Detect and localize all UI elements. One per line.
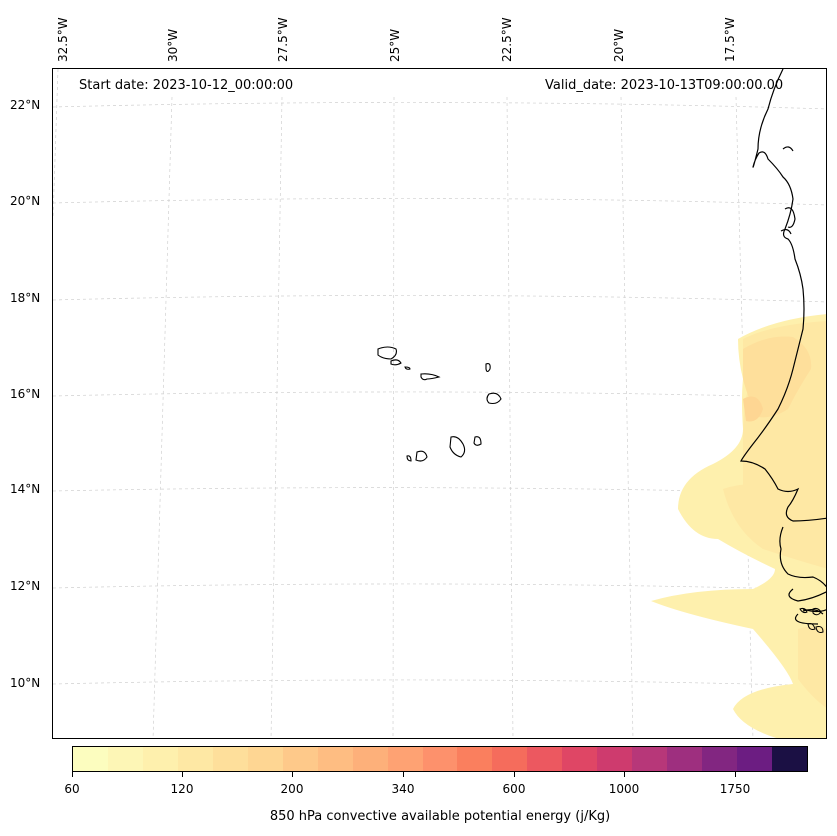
colorbar-segment xyxy=(632,747,668,771)
cape-level-4 xyxy=(743,396,763,422)
longitude-label: 20°W xyxy=(612,28,626,62)
latitude-label: 12°N xyxy=(10,579,41,593)
latitude-label: 22°N xyxy=(10,98,41,112)
longitude-label: 17.5°W xyxy=(723,17,737,62)
colorbar-tick-label: 60 xyxy=(64,782,80,796)
island-sal xyxy=(485,363,491,373)
latitude-label: 10°N xyxy=(10,676,41,690)
coast-detail-1 xyxy=(782,146,794,152)
colorbar-tick-label: 1750 xyxy=(719,782,751,796)
colorbar-segment xyxy=(282,747,318,771)
colorbar-segment xyxy=(772,747,808,771)
colorbar-segment xyxy=(702,747,738,771)
latitude-label: 20°N xyxy=(10,194,41,208)
island-santiago xyxy=(449,436,466,458)
island-maio xyxy=(473,436,482,446)
colorbar-tick-label: 600 xyxy=(502,782,526,796)
colorbar-segment xyxy=(73,747,108,771)
colorbar-segment xyxy=(492,747,528,771)
island-sao-nicolau xyxy=(420,373,441,381)
colorbar-tick xyxy=(292,772,293,777)
graticule xyxy=(53,69,826,738)
colorbar-segment xyxy=(387,747,423,771)
longitude-label: 27.5°W xyxy=(276,17,290,62)
parallel-10n xyxy=(53,679,826,687)
longitude-label: 25°W xyxy=(388,28,402,62)
meridian-17-5w xyxy=(735,96,754,738)
latitude-label: 16°N xyxy=(10,387,41,401)
colorbar-segment xyxy=(177,747,213,771)
latitude-label: 18°N xyxy=(10,291,41,305)
colorbar-segment xyxy=(562,747,598,771)
colorbar-segment xyxy=(457,747,493,771)
parallel-16n xyxy=(53,391,826,399)
colorbar-tick xyxy=(735,772,736,777)
colorbar-segment xyxy=(597,747,633,771)
coast-detail-2 xyxy=(784,207,796,228)
colorbar-tick-label: 340 xyxy=(391,782,415,796)
colorbar-segment xyxy=(317,747,353,771)
colorbar-segment xyxy=(667,747,703,771)
colorbar-tick-label: 120 xyxy=(170,782,194,796)
island-santo-antao xyxy=(377,346,397,360)
island-boa-vista xyxy=(486,392,502,405)
colorbar-segment xyxy=(142,747,178,771)
colorbar-tick-label: 1000 xyxy=(608,782,640,796)
map-canvas xyxy=(53,69,826,738)
colorbar-segment xyxy=(527,747,563,771)
start-date-label: Start date: 2023-10-12_00:00:00 xyxy=(79,78,294,93)
longitude-label: 30°W xyxy=(166,28,180,62)
meridian-27-5w xyxy=(270,96,283,738)
coast-detail-3 xyxy=(780,228,792,235)
colorbar-segment xyxy=(422,747,458,771)
colorbar-tick xyxy=(182,772,183,777)
coastline xyxy=(740,69,826,625)
colorbar-tick-label: 200 xyxy=(280,782,304,796)
cape-level-2b xyxy=(723,484,826,569)
valid-date-label: Valid_date: 2023-10-13T09:00:00.00 xyxy=(545,78,784,93)
colorbar-segment xyxy=(212,747,248,771)
island-brava xyxy=(406,455,412,462)
colorbar-segment xyxy=(737,747,773,771)
meridian-20w xyxy=(620,96,634,738)
longitude-label: 22.5°W xyxy=(500,17,514,62)
colorbar-segment xyxy=(107,747,143,771)
cape-shading xyxy=(651,314,826,738)
island-santa-luzia xyxy=(404,366,411,370)
colorbar-tick xyxy=(72,772,73,777)
parallel-18n xyxy=(53,295,826,303)
island-sao-vicente xyxy=(390,359,402,366)
parallel-12n xyxy=(53,583,826,591)
colorbar-tick xyxy=(624,772,625,777)
cape-level-3 xyxy=(743,336,812,418)
meridian-32-5w xyxy=(53,69,59,220)
colorbar-segment xyxy=(352,747,388,771)
meridian-30w xyxy=(152,96,173,738)
colorbar-tick xyxy=(514,772,515,777)
colorbar-segment xyxy=(247,747,283,771)
latitude-label: 14°N xyxy=(10,482,41,496)
parallel-22n xyxy=(53,102,826,110)
cape-verde-islands xyxy=(377,346,502,462)
coast-detail-4 xyxy=(802,608,824,615)
meridian-22-5w xyxy=(506,96,514,738)
colorbar-tick xyxy=(403,772,404,777)
african-coastline xyxy=(740,69,826,625)
map-frame xyxy=(52,68,827,739)
bijagos-islands xyxy=(799,607,824,633)
island-fogo xyxy=(415,450,428,462)
cape-level-2c xyxy=(798,626,826,708)
meridian-25w xyxy=(392,96,395,738)
longitude-label: 32.5°W xyxy=(56,17,70,62)
colorbar xyxy=(72,746,808,772)
colorbar-title: 850 hPa convective available potential e… xyxy=(269,809,611,824)
